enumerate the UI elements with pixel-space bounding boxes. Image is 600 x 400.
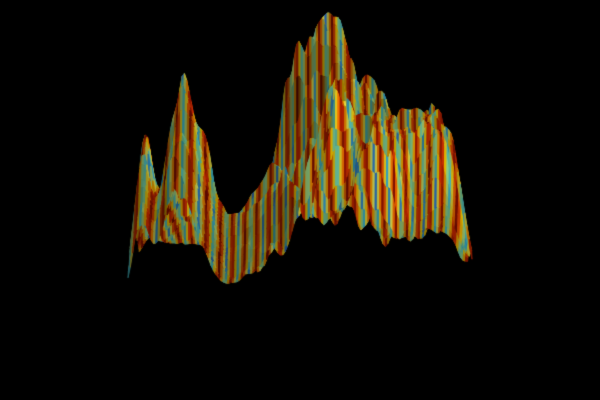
3d-surface-canvas [0, 0, 600, 400]
surface-plot-figure [0, 0, 600, 400]
